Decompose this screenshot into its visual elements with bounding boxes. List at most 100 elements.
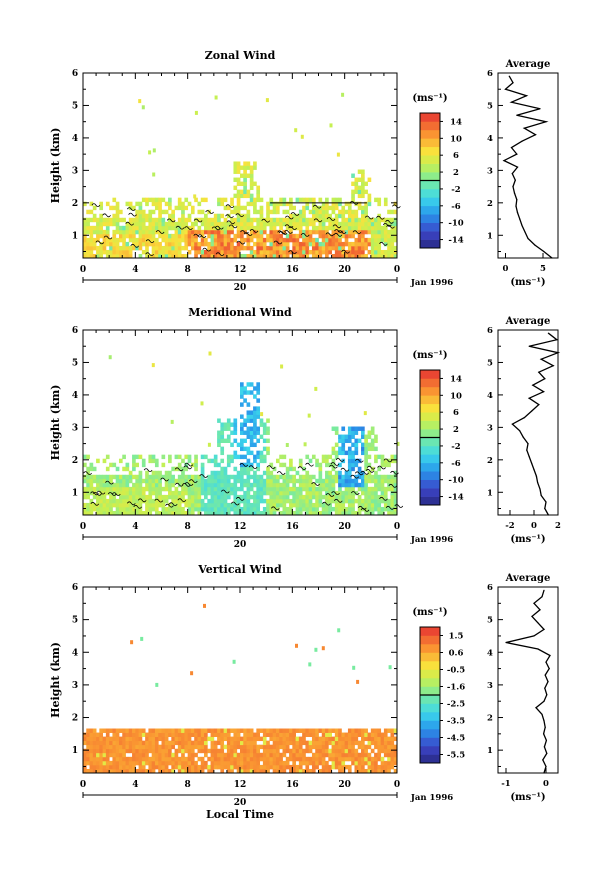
heatmap-cell (341, 748, 346, 754)
profile-x-tick-label: -2 (505, 521, 515, 531)
heatmap-cell (194, 474, 198, 480)
heatmap-cell (321, 213, 326, 219)
heatmap-cell (262, 498, 267, 504)
colorbar-unit: (ms⁻¹) (412, 350, 447, 361)
contour-segment (226, 220, 236, 225)
heatmap-cell (115, 502, 120, 508)
heatmap-cell (233, 205, 238, 211)
colorbar-step (420, 669, 440, 679)
heatmap-cell (269, 233, 274, 239)
profile-x-tick-label: 0 (531, 521, 537, 531)
heatmap-cell (115, 486, 120, 492)
heatmap-cell (226, 422, 231, 427)
heatmap-cell (315, 486, 319, 492)
heatmap-cell (200, 728, 205, 733)
heatmap-cell (272, 490, 277, 496)
profile-point (534, 134, 537, 136)
heatmap-cell (331, 494, 336, 500)
heatmap-cell (285, 498, 290, 504)
heatmap-cell (387, 229, 391, 235)
contour-segment (325, 232, 335, 237)
profile-x-tick-label: 0 (543, 779, 549, 789)
heatmap-cell (92, 768, 97, 774)
heatmap-cell (321, 217, 326, 223)
heatmap-cell (246, 201, 251, 207)
heatmap-cell (351, 740, 355, 746)
heatmap-cell (141, 768, 146, 774)
heatmap-cell (328, 756, 332, 762)
heatmap-cell (145, 740, 149, 746)
heatmap-cell (220, 225, 225, 231)
heatmap-cell (138, 205, 143, 211)
heatmap-cell (233, 450, 238, 456)
heatmap-cell (289, 498, 293, 504)
heatmap-cell (282, 462, 287, 468)
heatmap-cell (174, 740, 179, 746)
heatmap-cell (380, 474, 385, 480)
heatmap-cell (154, 732, 159, 738)
heatmap-cell (334, 249, 339, 255)
heatmap-cell (197, 478, 202, 484)
colorbar-tick-label: 1.5 (449, 632, 464, 642)
heatmap-cell (311, 225, 316, 231)
heatmap-cell (298, 486, 303, 492)
y-tick-label: 4 (72, 648, 78, 658)
heatmap-cell (318, 466, 323, 472)
x-tick-label: 4 (132, 265, 138, 275)
heatmap-cell (318, 221, 323, 227)
heatmap-cell (361, 213, 365, 219)
contour-segment (364, 215, 374, 220)
heatmap-cell (128, 732, 133, 738)
heatmap-cell (246, 446, 251, 452)
heatmap-cell (109, 221, 113, 227)
heatmap-cell (92, 744, 97, 750)
heatmap-cell (168, 728, 172, 733)
x-tick-label: 8 (185, 265, 191, 275)
heatmap-cell (177, 506, 182, 512)
heatmap-cell (233, 498, 238, 504)
heatmap-cell (351, 189, 355, 195)
heatmap-cell (96, 748, 100, 754)
heatmap-cell (118, 510, 123, 516)
heatmap-cell (256, 490, 261, 496)
heatmap-cell (148, 506, 153, 512)
heatmap-cell (230, 744, 234, 750)
heatmap-cell (347, 506, 352, 512)
heatmap-cell (122, 744, 126, 750)
heatmap-cell (109, 205, 113, 211)
heatmap-cell (357, 426, 362, 431)
heatmap-cell (89, 498, 94, 504)
heatmap-cell (243, 728, 247, 733)
colorbar-unit: (ms⁻¹) (412, 607, 447, 618)
heatmap-cell (302, 748, 306, 754)
heatmap-cell (181, 205, 185, 211)
heatmap-cell (289, 474, 293, 480)
heatmap-cell (105, 506, 110, 512)
heatmap-cell (269, 245, 274, 251)
heatmap-cell (141, 486, 146, 492)
heatmap-cell (226, 474, 231, 480)
heatmap-cell (210, 241, 215, 247)
heatmap-cell (357, 233, 362, 239)
colorbar-tick-label: -5.5 (447, 751, 465, 761)
panel-title: Meridional Wind (188, 306, 292, 319)
heatmap-cell (334, 205, 339, 211)
heatmap-cell (367, 764, 372, 770)
heatmap-cell (305, 728, 310, 733)
heatmap-cell (249, 185, 254, 191)
heatmap-cell (328, 732, 332, 738)
heatmap-cell (220, 490, 225, 496)
heatmap-cell (148, 740, 153, 746)
heatmap-speck (152, 148, 156, 153)
heatmap-cell (194, 502, 198, 508)
heatmap-cell (390, 490, 395, 496)
colorbar-step (420, 678, 440, 687)
heatmap-cell (207, 728, 211, 733)
heatmap-cell (210, 506, 215, 512)
heatmap-cell (138, 490, 143, 496)
heatmap-cell (151, 756, 156, 762)
heatmap-cell (217, 764, 221, 770)
heatmap-cell (266, 205, 270, 211)
heatmap-cell (289, 205, 293, 211)
heatmap-cell (213, 253, 218, 259)
